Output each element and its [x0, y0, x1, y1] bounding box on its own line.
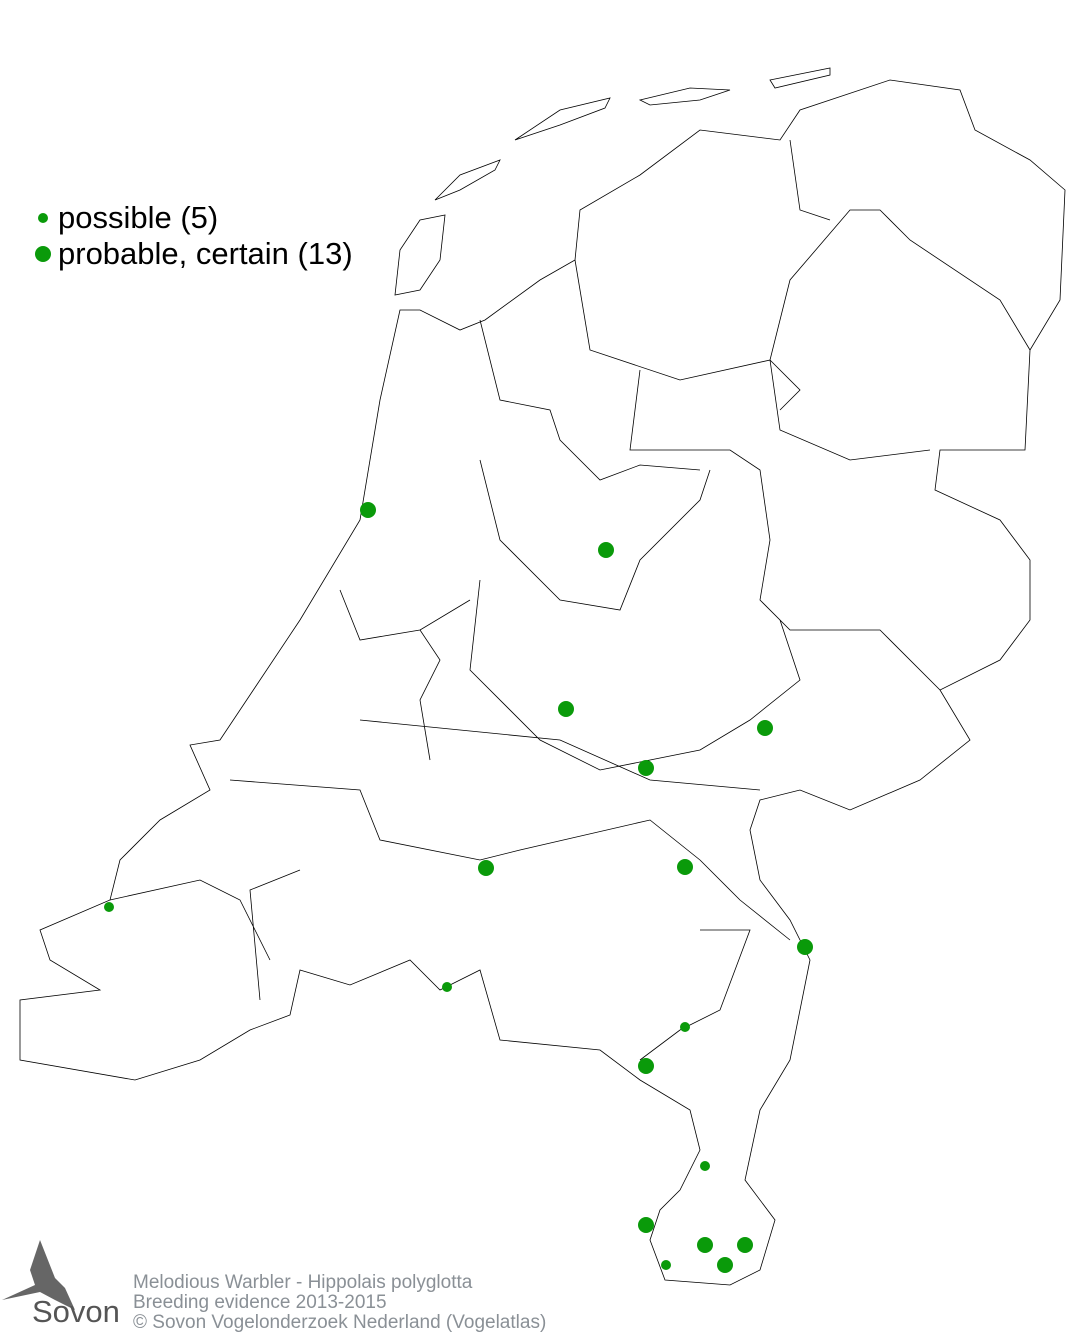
province-borders: [109, 139, 1031, 1061]
island-texel: [394, 214, 446, 296]
dot-probable-certain: [737, 1237, 753, 1253]
caption-species: Melodious Warbler - Hippolais polyglotta: [133, 1272, 473, 1293]
dot-probable-certain: [757, 720, 773, 736]
legend-label: possible (5): [58, 200, 219, 235]
caption-copyright: © Sovon Vogelonderzoek Nederland (Vogela…: [133, 1312, 547, 1333]
legend: possible (5) probable, certain (13): [28, 200, 353, 272]
small-dot-icon: [38, 213, 48, 223]
island-terschelling: [514, 97, 611, 141]
sovon-swallow-logo: [2, 1240, 75, 1310]
dot-possible: [661, 1260, 671, 1270]
dot-probable-certain: [638, 1058, 654, 1074]
island-ameland: [638, 87, 731, 106]
dot-probable-certain: [677, 859, 693, 875]
legend-item-probable: probable, certain (13): [28, 236, 353, 272]
dot-probable-certain: [638, 760, 654, 776]
caption-period: Breeding evidence 2013-2015: [133, 1292, 387, 1313]
borders: [19, 67, 1066, 1286]
dot-probable-certain: [478, 860, 494, 876]
dot-possible: [700, 1161, 710, 1171]
logo-text: Sovon: [32, 1294, 120, 1329]
observation-dots: [104, 502, 813, 1273]
dot-possible: [104, 902, 114, 912]
dot-probable-certain: [598, 542, 614, 558]
dot-probable-certain: [558, 701, 574, 717]
dot-probable-certain: [638, 1217, 654, 1233]
dot-possible: [680, 1022, 690, 1032]
dot-probable-certain: [360, 502, 376, 518]
map-caption: Melodious Warbler - Hippolais polyglotta…: [133, 1273, 546, 1333]
legend-item-possible: possible (5): [28, 200, 353, 236]
legend-label: probable, certain (13): [58, 236, 353, 271]
dot-possible: [442, 982, 452, 992]
large-dot-icon: [35, 246, 51, 262]
island-vlieland: [434, 159, 501, 201]
dot-probable-certain: [697, 1237, 713, 1253]
island-schiermonnikoog: [769, 67, 831, 89]
dot-probable-certain: [797, 939, 813, 955]
dot-probable-certain: [717, 1257, 733, 1273]
country-outline: [19, 79, 1066, 1286]
